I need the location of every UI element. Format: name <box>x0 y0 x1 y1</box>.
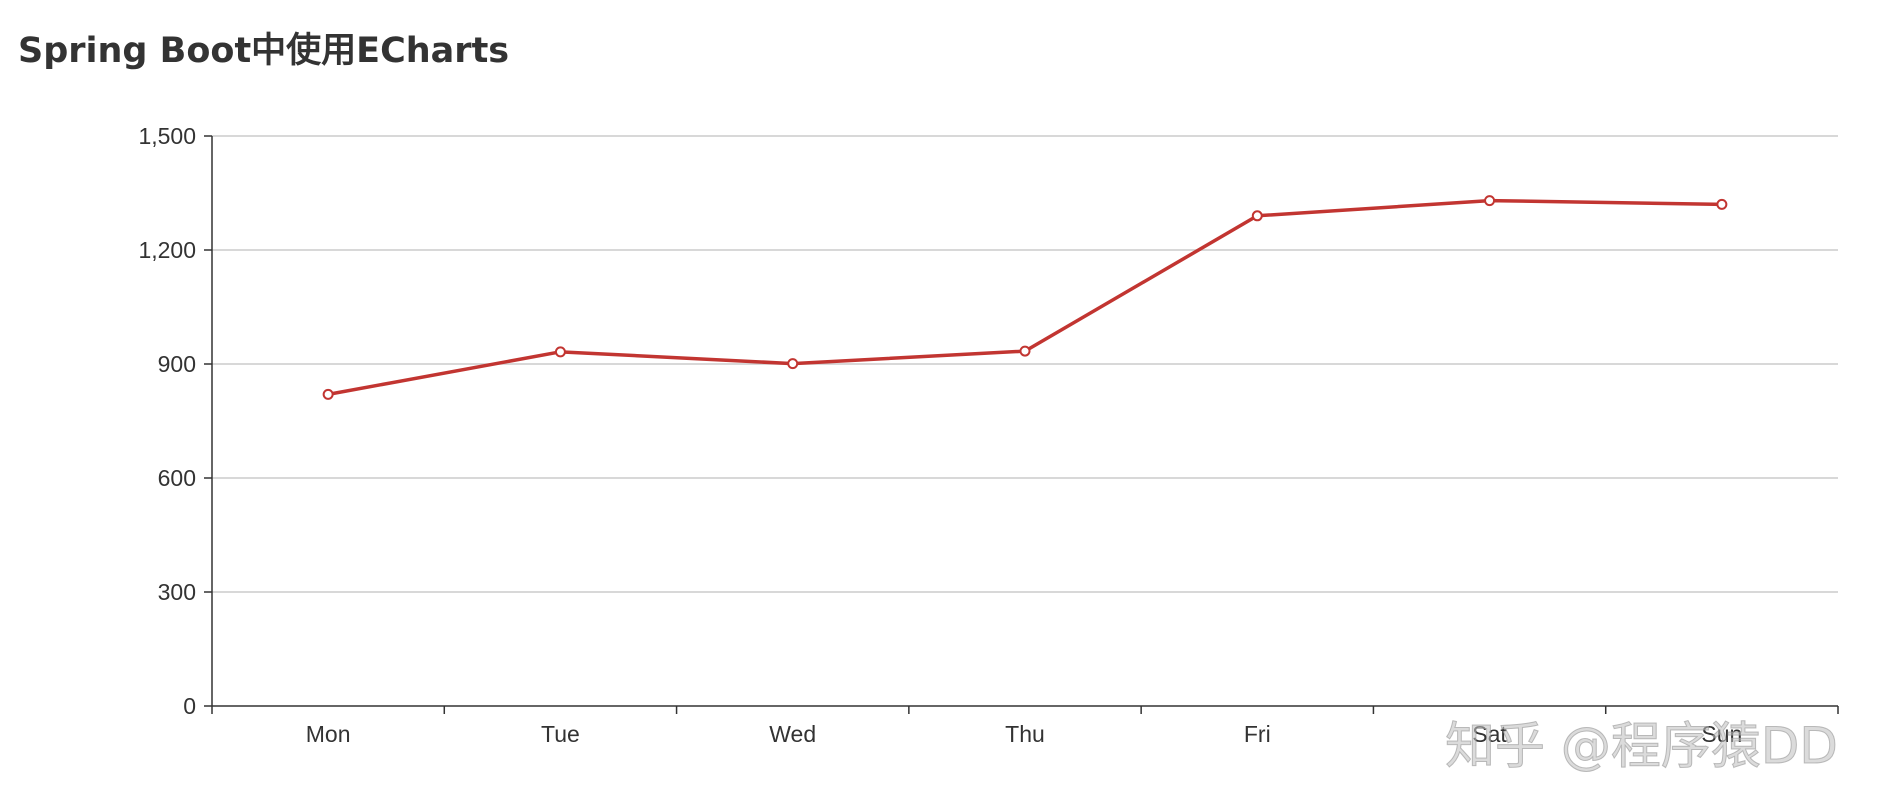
y-tick-label: 300 <box>158 579 196 605</box>
y-tick-label: 900 <box>158 351 196 377</box>
data-point[interactable] <box>554 346 566 358</box>
y-tick-label: 0 <box>183 693 196 719</box>
x-tick-label: Thu <box>1005 721 1045 747</box>
y-tick-label: 1,200 <box>138 237 196 263</box>
x-tick-label: Fri <box>1244 721 1271 747</box>
series-line <box>326 198 1724 397</box>
y-tick-label: 600 <box>158 465 196 491</box>
data-point[interactable] <box>1484 195 1496 207</box>
chart-title: Spring Boot中使用ECharts <box>18 31 510 71</box>
data-point[interactable] <box>322 388 334 400</box>
data-point[interactable] <box>1019 345 1031 357</box>
data-point[interactable] <box>1716 198 1728 210</box>
y-tick-label: 1,500 <box>138 123 196 149</box>
y-axis: 0 300 600 900 1,200 1,500 <box>138 123 213 719</box>
data-point[interactable] <box>787 358 799 370</box>
x-tick-label: Sun <box>1701 721 1742 747</box>
series-group <box>322 195 1728 400</box>
x-tick-label: Wed <box>769 721 816 747</box>
x-tick-label: Tue <box>541 721 580 747</box>
grid-lines <box>212 135 1838 593</box>
x-tick-label: Sat <box>1472 721 1507 747</box>
watermark-text: 知乎 @程序猿DD <box>1445 717 1838 775</box>
x-tick-label: Mon <box>306 721 351 747</box>
x-axis: Mon Tue Wed Thu Fri Sat Sun <box>211 705 1839 747</box>
data-point[interactable] <box>1251 210 1263 222</box>
